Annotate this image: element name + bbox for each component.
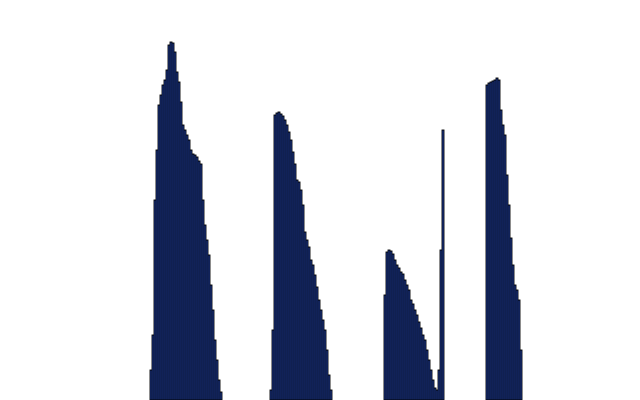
bar: [519, 349, 523, 400]
bars-layer: [149, 41, 523, 400]
bar: [217, 379, 221, 400]
bar: [329, 389, 333, 400]
bar: [327, 374, 331, 400]
bar: [441, 129, 445, 400]
bar: [219, 391, 223, 400]
